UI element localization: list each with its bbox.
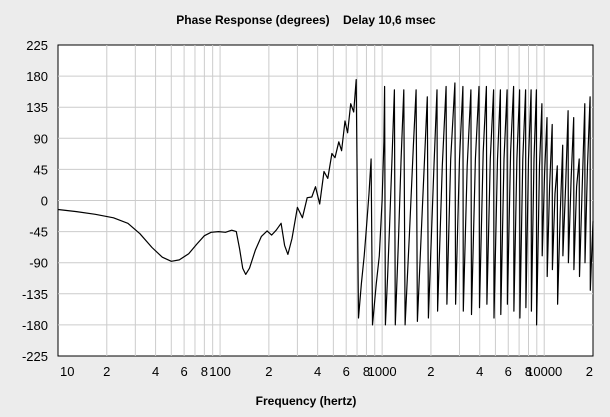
x-tick-label: 2 (265, 364, 272, 379)
x-tick-label: 4 (476, 364, 483, 379)
y-tick-label: 45 (34, 162, 48, 177)
y-axis-ticks: 225 180 135 90 45 0 -45 -90 -135 -180 -225 (22, 38, 48, 364)
x-tick-label: 2 (103, 364, 110, 379)
x-tick-label: 2 (586, 364, 593, 379)
x-tick-label: 10000 (526, 364, 562, 379)
y-tick-label: 90 (34, 131, 48, 146)
y-tick-label: 180 (26, 69, 48, 84)
x-tick-label: 6 (180, 364, 187, 379)
x-tick-label: 4 (152, 364, 159, 379)
x-tick-label: 8 (363, 364, 370, 379)
y-tick-label: 135 (26, 100, 48, 115)
y-tick-label: -135 (22, 287, 48, 302)
x-tick-label: 2 (427, 364, 434, 379)
x-tick-label: 8 (201, 364, 208, 379)
y-tick-label: -225 (22, 349, 48, 364)
x-tick-label: 6 (343, 364, 350, 379)
y-tick-label: 0 (41, 194, 48, 209)
x-tick-label: 8 (525, 364, 532, 379)
chart-title: Phase Response (degrees) Delay 10,6 msec (176, 13, 436, 27)
x-axis-label: Frequency (hertz) (256, 394, 357, 408)
x-tick-label: 4 (314, 364, 321, 379)
series-group (57, 79, 594, 326)
phase-response-line (57, 79, 594, 326)
y-tick-label: -180 (22, 318, 48, 333)
y-tick-label: -90 (29, 256, 48, 271)
x-tick-label: 100 (209, 364, 231, 379)
x-tick-label: 10 (60, 364, 74, 379)
y-tick-label: 225 (26, 38, 48, 53)
x-tick-label: 6 (505, 364, 512, 379)
x-tick-label: 1000 (368, 364, 397, 379)
grid-lines (58, 45, 593, 356)
y-tick-label: -45 (29, 225, 48, 240)
